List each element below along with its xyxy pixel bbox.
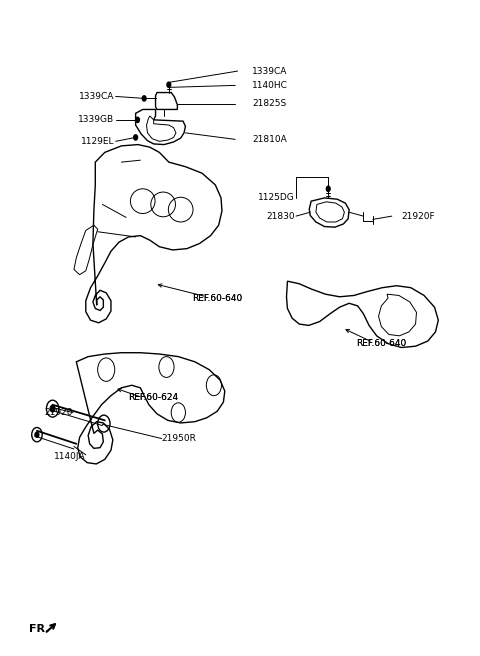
Circle shape xyxy=(50,405,55,412)
Text: 1140HC: 1140HC xyxy=(252,81,288,90)
Circle shape xyxy=(35,432,39,438)
Text: REF.60-624: REF.60-624 xyxy=(129,393,179,402)
Circle shape xyxy=(167,82,171,87)
Text: REF.60-640: REF.60-640 xyxy=(356,339,407,348)
Text: 21825S: 21825S xyxy=(252,99,286,108)
Text: REF.60-640: REF.60-640 xyxy=(192,295,243,303)
Text: REF.60-640: REF.60-640 xyxy=(192,295,243,303)
Text: 21950R: 21950R xyxy=(162,434,197,443)
Text: 1140JA: 1140JA xyxy=(54,451,86,461)
Text: 21920F: 21920F xyxy=(401,212,435,220)
Circle shape xyxy=(134,135,137,140)
Text: 1125DG: 1125DG xyxy=(258,194,295,203)
Text: REF.60-624: REF.60-624 xyxy=(129,393,179,402)
Text: REF.60-640: REF.60-640 xyxy=(356,339,407,348)
Circle shape xyxy=(142,96,146,101)
Text: 1339CA: 1339CA xyxy=(252,66,287,75)
Text: 1129EL: 1129EL xyxy=(81,137,114,146)
Text: 1339CA: 1339CA xyxy=(79,92,114,101)
Text: 1339GB: 1339GB xyxy=(78,115,114,125)
Text: 21830: 21830 xyxy=(266,212,295,220)
Text: FR.: FR. xyxy=(29,623,49,634)
Text: 21810A: 21810A xyxy=(252,135,287,144)
Circle shape xyxy=(326,186,330,192)
Circle shape xyxy=(136,117,139,123)
Text: 21920: 21920 xyxy=(45,408,73,417)
